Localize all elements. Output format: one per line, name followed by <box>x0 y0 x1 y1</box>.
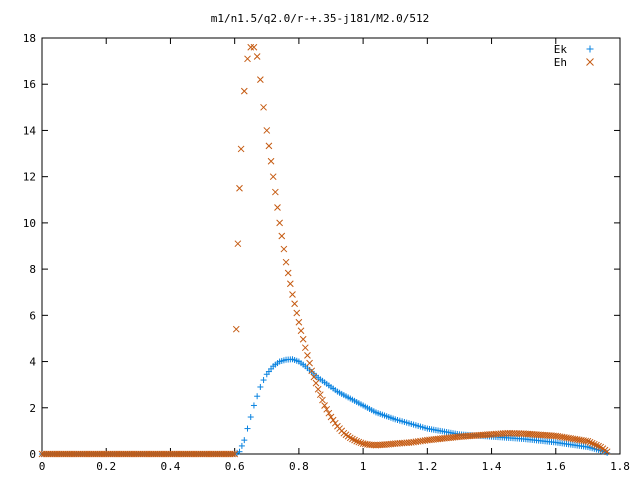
y-tick-label: 4 <box>29 356 36 369</box>
plot-frame <box>41 37 621 455</box>
x-tick-label: 0 <box>39 460 46 473</box>
data-point-eh <box>304 352 311 359</box>
x-tick-label: 1.4 <box>482 460 502 473</box>
data-point-eh <box>289 291 296 298</box>
x-tick-label: 0.8 <box>289 460 309 473</box>
data-point-eh <box>586 438 594 446</box>
y-tick-label: 6 <box>29 309 36 322</box>
data-point-eh <box>314 385 322 393</box>
legend-label-eh: Eh <box>554 56 567 69</box>
data-point-ek <box>260 377 267 384</box>
data-point-eh <box>244 55 251 63</box>
data-point-eh <box>247 43 255 51</box>
y-tick-label: 18 <box>23 32 36 45</box>
legend-marker-ek <box>586 45 594 53</box>
y-tick-label: 2 <box>29 402 36 415</box>
data-point-eh <box>286 280 294 288</box>
data-point-eh <box>278 232 286 240</box>
data-point-eh <box>588 439 596 447</box>
data-point-eh <box>316 391 324 399</box>
x-tick-label: 0.6 <box>225 460 245 473</box>
data-point-eh <box>274 204 281 211</box>
y-tick-label: 12 <box>23 171 36 184</box>
data-point-eh <box>603 448 611 456</box>
x-tick-label: 1.6 <box>546 460 566 473</box>
data-point-ek <box>241 437 248 444</box>
data-point-eh <box>310 373 318 381</box>
y-tick-label: 10 <box>23 217 36 230</box>
data-point-ek <box>247 414 254 421</box>
data-point-eh <box>253 53 261 60</box>
data-point-eh <box>582 437 590 445</box>
data-point-eh <box>584 437 592 445</box>
data-point-eh <box>229 450 236 458</box>
data-point-eh <box>297 327 305 335</box>
series-eh <box>38 43 611 458</box>
data-point-eh <box>595 442 602 450</box>
data-point-eh <box>295 318 303 326</box>
data-point-eh <box>331 419 339 427</box>
data-point-eh <box>353 437 361 445</box>
data-point-eh <box>265 142 273 150</box>
x-tick-label: 1.2 <box>417 460 437 473</box>
data-point-eh <box>355 438 363 446</box>
data-point-eh <box>257 76 264 83</box>
axes-layer: 0 0.2 0.4 0.6 0.8 1 1.2 1.4 1.6 1.8 0 2 4 6 8 10 12 14 16 1… <box>23 32 630 473</box>
data-point-eh <box>593 441 600 449</box>
data-point-eh <box>236 184 243 192</box>
data-point-eh <box>280 245 288 253</box>
data-point-eh <box>231 450 239 458</box>
data-point-eh <box>284 269 292 277</box>
data-point-eh <box>232 325 240 333</box>
data-point-eh <box>312 379 320 387</box>
x-tick-label: 1.8 <box>610 460 630 473</box>
x-tick-label: 0.2 <box>96 460 116 473</box>
chart-title: m1/n1.5/q2.0/r-+.35-j181/M2.0/512 <box>211 12 430 25</box>
data-point-eh <box>293 309 301 317</box>
x-tick-label: 0.4 <box>161 460 181 473</box>
data-point-eh <box>267 157 275 165</box>
legend-marker-eh <box>586 58 594 66</box>
y-tick-label: 0 <box>29 448 36 461</box>
data-point-eh <box>234 240 242 248</box>
data-point-eh <box>299 335 307 343</box>
data-point-eh <box>590 440 598 448</box>
y-tick-label: 14 <box>23 124 37 137</box>
legend-label-ek: Ek <box>554 43 568 56</box>
data-point-eh <box>240 87 248 95</box>
data-point-eh <box>237 145 245 153</box>
y-tick-label: 16 <box>23 78 36 91</box>
data-point-eh <box>357 439 365 447</box>
data-point-ek <box>257 383 264 390</box>
data-point-eh <box>308 367 316 375</box>
data-point-eh <box>260 103 267 111</box>
x-tick-label: 1 <box>360 460 367 473</box>
data-layer <box>38 43 611 458</box>
y-tick-label: 8 <box>29 263 36 276</box>
data-point-eh <box>327 413 335 421</box>
data-point-eh <box>269 173 277 181</box>
data-point-eh <box>325 409 333 417</box>
data-point-eh <box>301 344 309 352</box>
data-point-ek <box>244 425 251 432</box>
data-point-eh <box>276 219 283 227</box>
data-point-eh <box>319 396 326 404</box>
data-point-eh <box>291 300 298 308</box>
data-point-eh <box>329 416 337 424</box>
data-point-eh <box>271 188 279 196</box>
data-point-ek <box>238 442 245 449</box>
data-point-ek <box>250 402 257 409</box>
data-point-eh <box>321 402 328 409</box>
data-point-eh <box>323 405 331 413</box>
data-point-eh <box>282 258 290 266</box>
data-point-ek <box>254 393 261 400</box>
data-point-eh <box>250 43 258 51</box>
data-point-eh <box>263 127 271 134</box>
data-point-eh <box>306 359 313 367</box>
